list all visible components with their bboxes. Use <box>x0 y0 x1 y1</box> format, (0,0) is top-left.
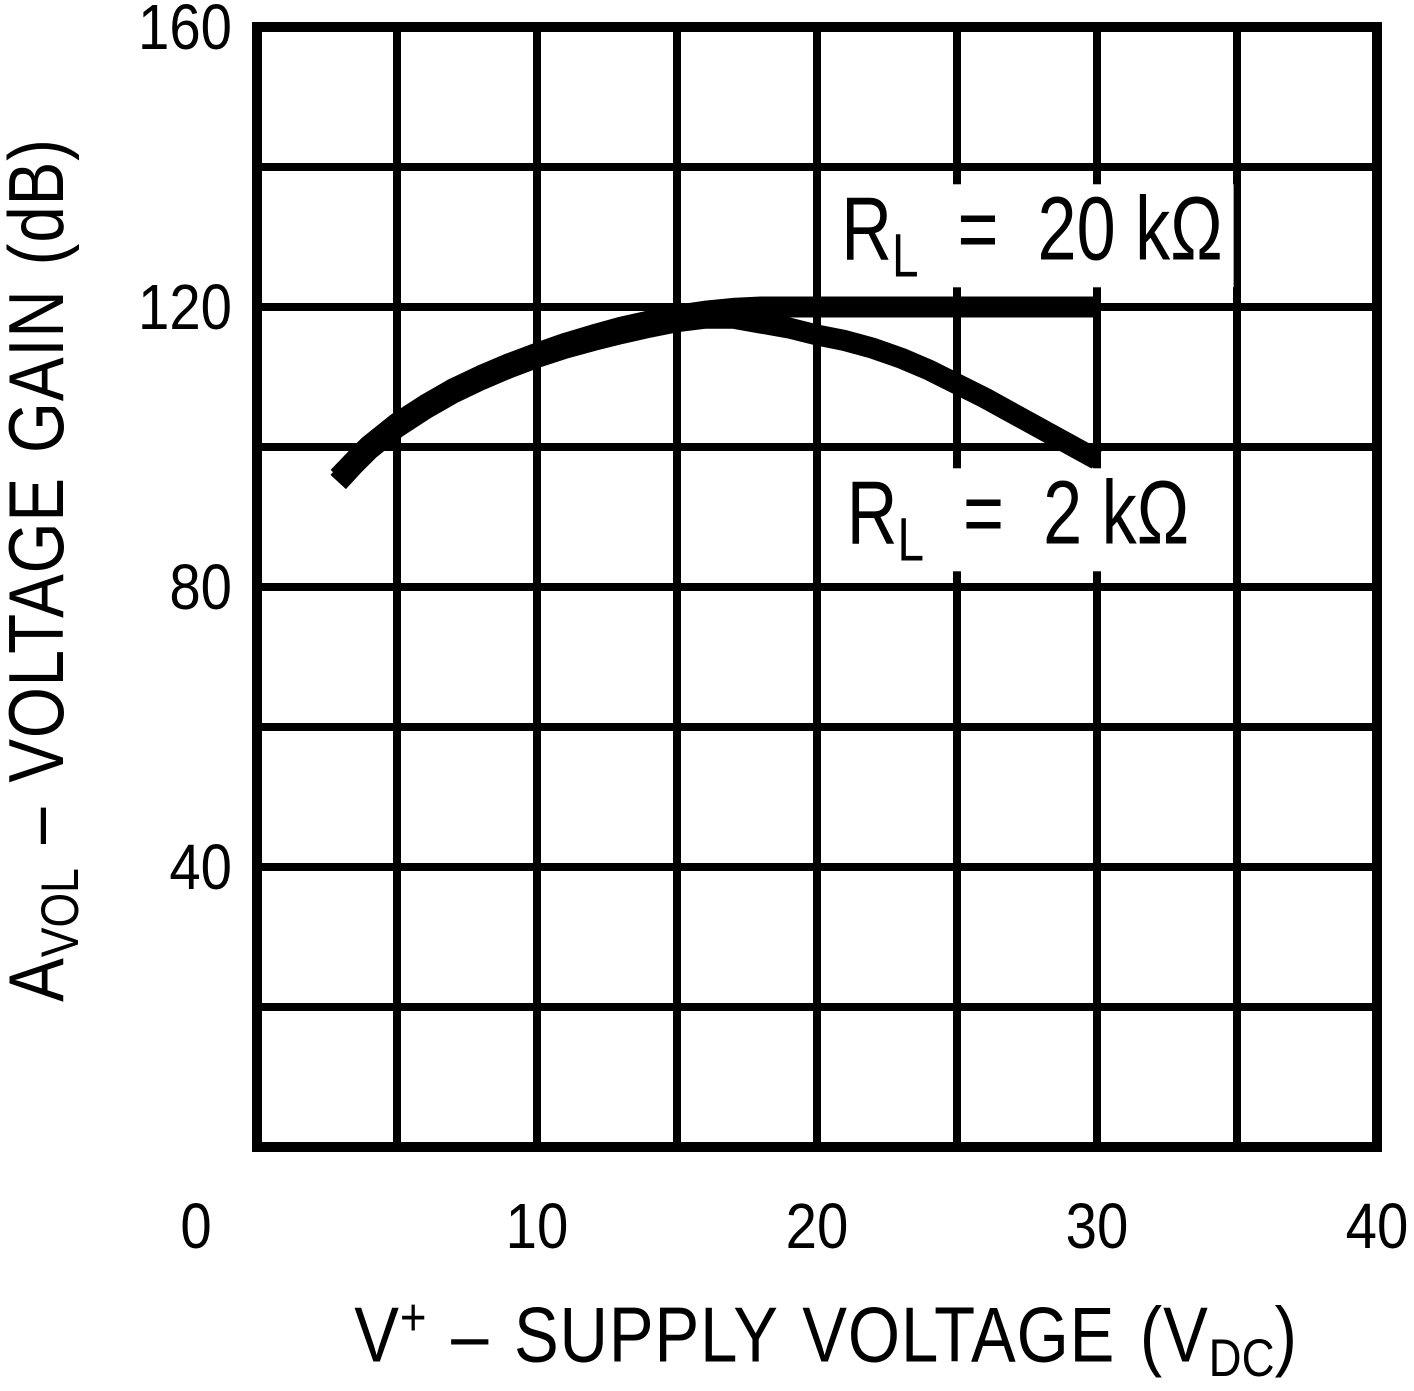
y-axis-title-rest: – VOLTAGE GAIN (dB) <box>0 138 81 869</box>
y-tick-label-120: 120 <box>138 271 232 343</box>
annotation-rl-2k: RL = 2 kΩ <box>835 468 1201 574</box>
annotation-rl-2k-sub: L <box>897 505 925 574</box>
y-axis-title-letter: A <box>0 957 81 1002</box>
annotation-rl-20k-r: R <box>841 179 892 280</box>
annotation-rl-20k: RL = 20 kΩ <box>830 184 1234 290</box>
annotation-rl-2k-r: R <box>846 463 898 564</box>
x-tick-label-10: 10 <box>505 1190 569 1262</box>
x-tick-label-40: 40 <box>1345 1190 1409 1262</box>
y-tick-label-40: 40 <box>169 831 232 903</box>
x-axis-title-letter: V <box>354 1290 400 1379</box>
x-tick-label-20: 20 <box>785 1190 849 1262</box>
annotation-rl-20k-value: = 20 kΩ <box>918 179 1223 280</box>
y-tick-label-160: 160 <box>138 0 232 63</box>
annotation-rl-20k-sub: L <box>891 221 919 290</box>
x-axis-title: V+ – SUPPLY VOLTAGE (VDC) <box>354 1291 1298 1385</box>
x-axis-title-rest: – SUPPLY VOLTAGE (V <box>426 1290 1209 1379</box>
annotation-rl-2k-value: = 2 kΩ <box>924 463 1190 564</box>
x-axis-title-subscript: DC <box>1208 1329 1275 1389</box>
plot-border <box>252 22 1382 1152</box>
x-tick-label-30: 30 <box>1065 1190 1129 1262</box>
y-tick-label-80: 80 <box>169 551 232 623</box>
x-tick-label-0: 0 <box>180 1190 212 1262</box>
x-axis-title-close: ) <box>1274 1290 1298 1379</box>
curve-20k <box>330 296 1097 485</box>
y-axis-title: AVOL – VOLTAGE GAIN (dB) <box>0 138 90 1002</box>
x-axis-title-superscript: + <box>399 1287 427 1347</box>
y-axis-title-subscript: VOL <box>30 868 90 958</box>
